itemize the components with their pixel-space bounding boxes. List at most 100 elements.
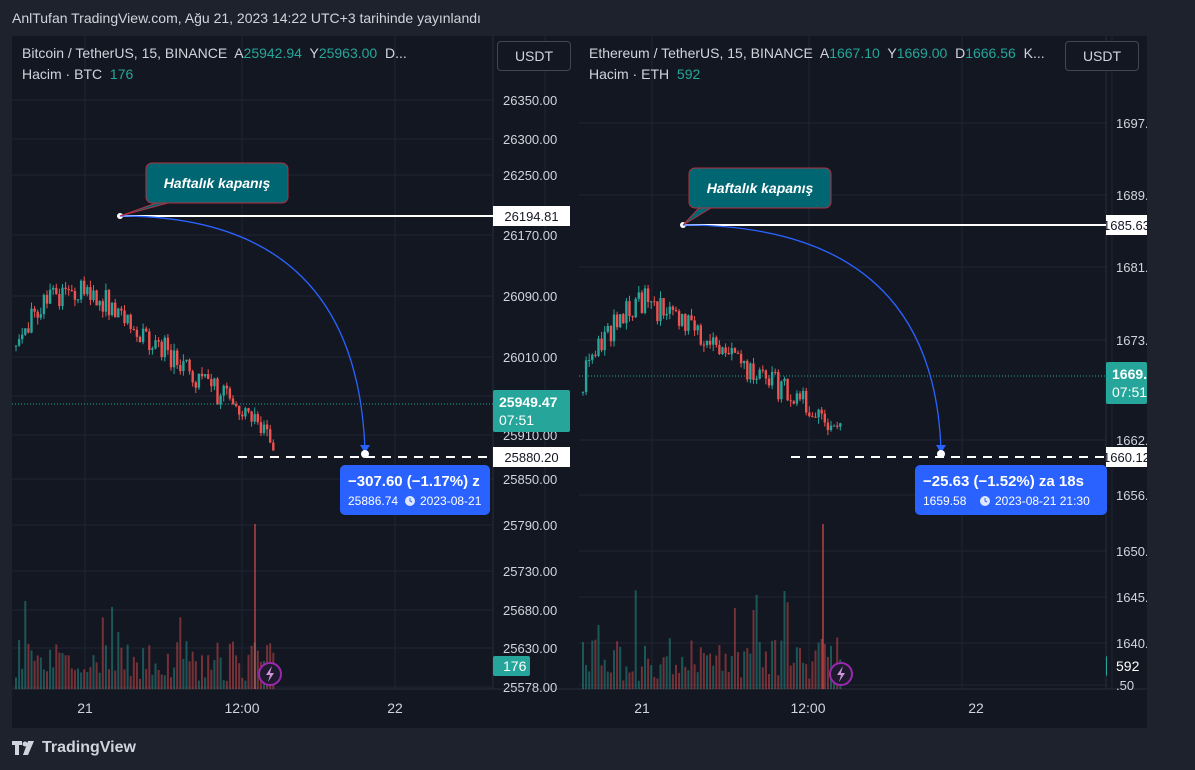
level-low-text: 25880.20 <box>504 450 558 465</box>
candle-body <box>151 348 154 350</box>
volume-bar <box>817 642 820 689</box>
volume-bar <box>712 665 715 689</box>
volume-bar <box>743 651 746 689</box>
level-high-text: 1685.63 <box>1103 218 1147 233</box>
candle-body <box>665 313 668 316</box>
candle-body <box>250 411 253 422</box>
candle-body <box>829 425 833 431</box>
candle-body <box>203 374 207 377</box>
chart-pane-eth[interactable]: 1697.00 1689.00 1681.00 1673.00 1662.00 1656.… <box>579 36 1147 728</box>
volume-bar <box>173 667 176 689</box>
callout-pointer <box>119 202 169 217</box>
legend-volume: Hacim · BTC 176 <box>22 66 133 82</box>
volume-bar <box>622 680 625 689</box>
volume-bar <box>656 678 659 689</box>
volume-bar <box>30 650 33 689</box>
volume-bar <box>194 661 197 689</box>
volume-bar <box>727 671 730 689</box>
volume-bar <box>780 640 783 689</box>
candle-body <box>628 301 631 317</box>
candle-body <box>39 314 42 318</box>
measure-arrow-icon <box>360 445 370 453</box>
volume-bar <box>609 672 612 689</box>
volume-bar <box>761 667 764 689</box>
ohlc-low: ... <box>395 45 407 61</box>
candle-body <box>253 414 256 422</box>
currency-button[interactable]: USDT <box>1065 41 1139 71</box>
volume-bar <box>606 671 609 689</box>
volume-bar <box>675 664 677 689</box>
candle-body <box>659 298 662 322</box>
volume-bar <box>715 655 718 689</box>
candle-body <box>783 378 786 382</box>
measure-arc <box>119 215 366 452</box>
volume-bar <box>792 662 795 689</box>
candle-body <box>231 398 235 405</box>
candle-body <box>244 408 247 417</box>
volume-bar <box>805 664 808 689</box>
volume-bar <box>795 647 798 689</box>
candle-body <box>646 288 650 302</box>
chart-pane-btc[interactable]: 26350.00 26300.00 26250.00 26170.00 26090.00… <box>12 36 579 728</box>
chart-canvas-eth[interactable]: 1697.00 1689.00 1681.00 1673.00 1662.00 1656.… <box>579 36 1147 728</box>
candle-body <box>86 287 89 295</box>
chart-canvas-btc[interactable]: 26350.00 26300.00 26250.00 26170.00 26090.00… <box>12 36 579 728</box>
volume-bar <box>170 677 172 689</box>
volume-label: Hacim · ETH <box>589 66 670 82</box>
candle-body <box>798 393 802 400</box>
y-tick-label: 26250.00 <box>503 168 557 183</box>
volume-bar <box>822 524 824 689</box>
volume-bar <box>737 652 739 689</box>
volume-bar <box>67 655 70 689</box>
candle-body <box>126 314 129 324</box>
volume-bar <box>634 590 637 689</box>
candle-body <box>188 359 191 372</box>
volume-bar <box>219 657 222 689</box>
current-price-text: 1669.00 <box>1112 366 1147 382</box>
volume-bar <box>811 661 814 689</box>
legend-symbol: Bitcoin / TetherUS, 15, BINANCE A25942.9… <box>22 45 407 61</box>
volume-bar <box>98 672 101 689</box>
volume-bar <box>101 617 104 689</box>
callout-box <box>145 162 289 204</box>
volume-bar <box>254 524 256 689</box>
volume-bar <box>163 675 166 689</box>
volume-bar <box>58 652 61 689</box>
candle-body <box>603 331 606 351</box>
volume-value: 592 <box>676 66 701 82</box>
candle-body <box>104 290 108 312</box>
volume-bar <box>95 662 98 689</box>
candle-body <box>696 325 699 331</box>
volume-bar <box>145 668 148 689</box>
x-tick-label: 22 <box>387 700 403 716</box>
volume-bar <box>201 655 203 689</box>
currency-button[interactable]: USDT <box>497 41 571 71</box>
volume-bar <box>108 669 110 689</box>
y-tick-label: 25680.00 <box>503 603 557 618</box>
y-tick-label: 25730.00 <box>503 564 557 579</box>
volume-bar <box>222 680 225 689</box>
ohlc-high: 25963.00 <box>318 45 378 61</box>
ohlc-open: 25942.94 <box>243 45 302 61</box>
volume-bar <box>191 651 194 689</box>
current-price-tag <box>1106 362 1147 404</box>
measure-price-text: 25886.74 <box>348 494 398 508</box>
candle-body <box>832 425 836 427</box>
candle-body <box>166 337 170 351</box>
measure-change-text: −307.60 (−1.17%) z <box>348 473 480 490</box>
candle-body <box>795 393 799 404</box>
volume-bar <box>749 653 752 689</box>
candle-body <box>708 340 712 345</box>
volume-bar <box>204 677 207 689</box>
volume-bar <box>176 642 179 689</box>
ohlc-high-key: Y <box>309 45 319 61</box>
candle-body <box>839 423 842 427</box>
lightning-bolt <box>266 666 274 682</box>
candle-body <box>625 301 628 324</box>
candle-body <box>45 294 49 304</box>
tradingview-logo[interactable]: TradingView <box>12 739 136 757</box>
volume-bar <box>594 639 597 689</box>
candle-body <box>141 328 145 343</box>
candle-body <box>705 340 709 346</box>
volume-bar <box>687 670 690 689</box>
